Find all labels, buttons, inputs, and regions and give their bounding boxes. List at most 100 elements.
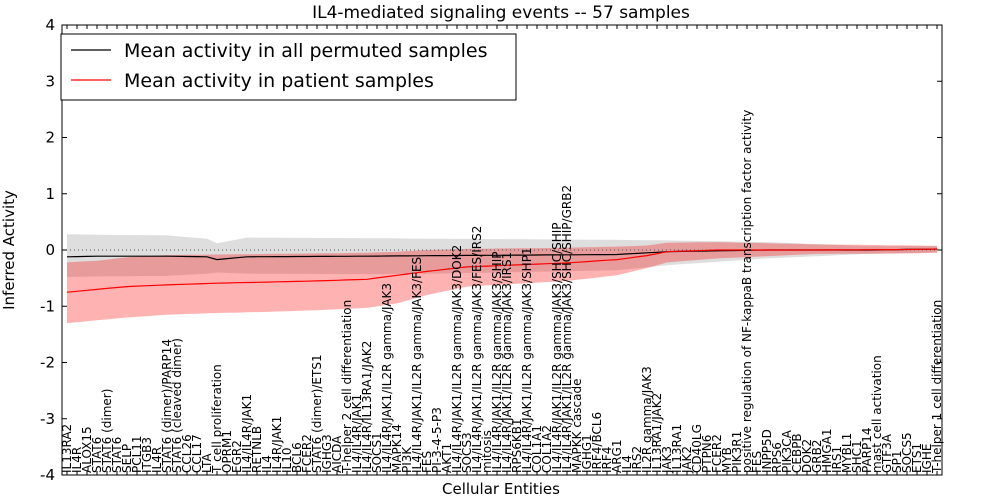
- x-tick-label: RETNLB: [250, 426, 264, 473]
- x-tick-label: IL2R gamma/JAK3: [640, 366, 654, 473]
- x-tick-label: STAT6 (dimer)/ETS1: [310, 354, 324, 473]
- y-tick-label: 4: [45, 16, 55, 34]
- x-tick-label: IRF4/BCL6: [590, 412, 604, 473]
- y-tick-label: -4: [40, 466, 55, 484]
- x-tick-label: IL4/IL4R/JAK1: [240, 394, 254, 473]
- x-tick-label: STAT6 (dimer): [100, 389, 114, 473]
- x-tick-label: IL4/IL4R/JAK1/IL2R gamma/JAK3/FES/IRS2: [470, 226, 484, 473]
- x-tick-label: PARP14: [860, 427, 874, 473]
- x-tick-label: IL4/IL4R/JAK1/IL2R gamma/JAK3/SHC/SHIP/G…: [560, 185, 574, 473]
- x-tick-label: STAT6 (dimer)/PARP14: [160, 339, 174, 473]
- x-tick-label: CEBPB: [790, 433, 804, 473]
- x-tick-label: SHC1: [850, 440, 864, 473]
- x-tick-label: AICDA: [330, 435, 344, 473]
- x-tick-label: IL4/IL4R/JAK1/IL2R gamma/JAK3/IRS1: [500, 252, 514, 473]
- x-tick-label: CCL17: [190, 434, 204, 473]
- x-tick-label: BCL6: [290, 442, 304, 473]
- x-tick-label: ETS1: [910, 443, 924, 473]
- line-patient-samples: [66, 248, 938, 293]
- y-tick-label: 0: [45, 241, 55, 259]
- x-tick-label: IGHG1: [580, 434, 594, 473]
- x-tick-label: IRF4: [600, 447, 614, 473]
- x-tick-label: MYBL1: [840, 433, 854, 473]
- x-tick-label: COL1A1: [530, 425, 544, 473]
- x-tick-label: MYB: [720, 447, 734, 473]
- x-tick-label: JAK3: [660, 446, 674, 474]
- y-tick-label: -3: [40, 410, 55, 428]
- x-tick-label: IL4/IL4R/JAK1/IL2R gamma/JAK3/FES: [410, 257, 424, 473]
- x-tick-label: IL4R: [70, 447, 84, 473]
- x-tick-label: EGR2: [230, 440, 244, 473]
- y-tick-label: -2: [40, 354, 55, 372]
- x-tick-label: SELP: [120, 444, 134, 473]
- x-tick-label: PCL11: [130, 435, 144, 473]
- x-tick-label: T-helper 1 cell differentiation: [930, 300, 944, 474]
- x-tick-label: GRB2: [810, 439, 824, 473]
- x-tick-label: IL4R: [150, 447, 164, 473]
- x-tick-label: IL4/IL4R/JAK1/IL2R gamma/JAK3/SHC/SHIP: [550, 222, 564, 473]
- x-tick-label: PIK3CA: [780, 429, 794, 473]
- x-tick-label: IGHG3: [320, 434, 334, 473]
- x-tick-label: MAPK14: [390, 424, 404, 473]
- x-tick-label: JAK2: [680, 446, 694, 474]
- x-tick-label: FES: [750, 451, 764, 473]
- x-tick-label: FCER2: [300, 434, 314, 473]
- x-tick-label: IL13RA1: [670, 424, 684, 473]
- x-tick-label: SOCS5: [900, 432, 914, 473]
- x-tick-label: T-helper 2 cell differentiation: [340, 300, 354, 474]
- x-tick-label: HMGA1: [820, 428, 834, 473]
- x-tick-label: IL10: [280, 448, 294, 474]
- x-tick-label: positive regulation of NF-kappaB transcr…: [740, 110, 754, 473]
- x-tick-label: DOK2: [800, 439, 814, 473]
- x-tick-label: mitosis: [480, 430, 494, 473]
- x-tick-label: AKT1: [440, 443, 454, 473]
- x-tick-label: ITGB3: [140, 437, 154, 473]
- x-tick-label: FCER2: [710, 434, 724, 473]
- x-tick-label: LTA: [200, 453, 214, 473]
- x-tick-label: IL13RA1/JAK2: [650, 393, 664, 473]
- y-axis-label: Inferred Activity: [0, 190, 18, 310]
- x-tick-label: IL4: [260, 455, 274, 473]
- x-tick-label: PI-3-4-5-P3: [430, 407, 444, 473]
- band-patient-samples: [67, 242, 937, 324]
- x-tick-label: T cell proliferation: [210, 364, 224, 474]
- x-tick-label: SP1: [890, 451, 904, 474]
- x-tick-label: IL13RA2: [60, 424, 74, 473]
- x-tick-label: IL4/IL4R/JAK1/IL2R gamma/JAK3/SHIP: [490, 252, 504, 473]
- x-tick-label: GTF3A: [880, 433, 894, 473]
- x-tick-label: IRS2: [630, 446, 644, 473]
- x-tick-label: STAT6: [110, 437, 124, 473]
- x-tick-label: MAPKK cascade: [570, 378, 584, 473]
- x-tick-label: RPS6: [770, 442, 784, 473]
- x-tick-label: OPRM1: [220, 430, 234, 473]
- x-tick-label: IL4/IL4R/JAK1/IL2R gamma/JAK3/DOK2: [450, 245, 464, 473]
- x-tick-label: IRS1: [830, 446, 844, 473]
- y-tick-label: -1: [40, 297, 55, 315]
- chart-title: IL4-mediated signaling events -- 57 samp…: [312, 3, 690, 23]
- x-tick-label: IL4/IL4R/JAK1/IL2R gamma/JAK3: [380, 283, 394, 473]
- x-tick-label: IL4/IL4R/JAK1: [350, 394, 364, 473]
- x-tick-label: IL4/IL4R/JAK1/IL2R gamma/JAK3/SHP1: [520, 247, 534, 473]
- x-tick-label: FES: [420, 451, 434, 473]
- x-tick-label: IL4/IL4R/IL13RA1/JAK2: [360, 341, 374, 473]
- x-tick-label: PTPN6: [700, 435, 714, 473]
- plot-frame: [61, 24, 943, 476]
- x-tick-label: IGHE: [920, 444, 934, 473]
- x-tick-label: INPP5D: [760, 429, 774, 473]
- legend-label-patient: Mean activity in patient samples: [124, 70, 434, 92]
- x-tick-label: SOCS3: [460, 432, 474, 473]
- legend-label-permuted: Mean activity in all permuted samples: [124, 40, 487, 62]
- x-tick-label: STAT6: [90, 437, 104, 473]
- x-tick-label: COL1A2: [540, 425, 554, 473]
- y-tick-label: 2: [45, 129, 55, 147]
- x-tick-label: CD40LG: [690, 424, 704, 473]
- legend: Mean activity in all permuted samples Me…: [60, 33, 517, 101]
- x-tick-label: IL4: [620, 455, 634, 473]
- y-tick-label: 1: [45, 185, 55, 203]
- x-tick-label: PIK3R1: [730, 431, 744, 473]
- x-tick-label: ARG1: [610, 440, 624, 473]
- x-tick-label: CCL26: [180, 434, 194, 473]
- y-tick-label: 3: [45, 72, 55, 90]
- x-tick-label: SOCS1: [370, 432, 384, 473]
